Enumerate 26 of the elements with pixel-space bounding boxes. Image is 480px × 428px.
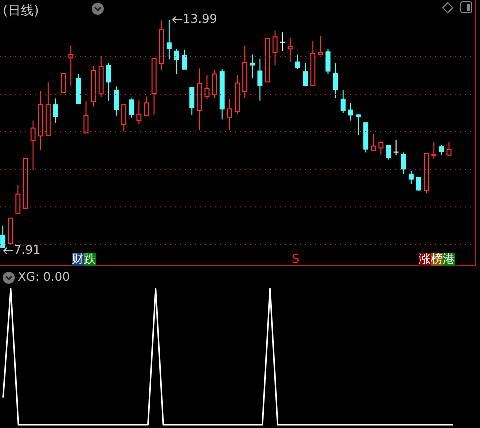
candlestick (348, 102, 354, 122)
candlestick (288, 38, 293, 63)
candlestick (258, 58, 263, 102)
candlestick (30, 120, 36, 171)
annotation: S (292, 252, 300, 266)
candlestick (68, 45, 74, 86)
candlestick (91, 66, 96, 108)
chart-title: XG: 0.00 (18, 270, 70, 284)
candlestick (38, 90, 44, 151)
candlestick (250, 54, 256, 79)
candlestick (227, 98, 232, 132)
candlestick (197, 68, 202, 132)
annotation: 跌 (84, 252, 96, 266)
annotation: 13.99 (183, 12, 218, 26)
candlestick (333, 62, 338, 99)
annotation: 榜 (431, 252, 443, 266)
chart-title: (日线) (3, 3, 40, 20)
candlestick (280, 32, 286, 52)
annotation: 港 (443, 252, 455, 266)
annotation: 财 (72, 252, 84, 266)
annotation: 涨 (419, 252, 431, 266)
candlestick (340, 90, 346, 114)
candlestick (114, 86, 119, 116)
candlestick (53, 98, 58, 124)
candlestick (166, 19, 172, 60)
annotation: 7.91 (14, 243, 41, 257)
